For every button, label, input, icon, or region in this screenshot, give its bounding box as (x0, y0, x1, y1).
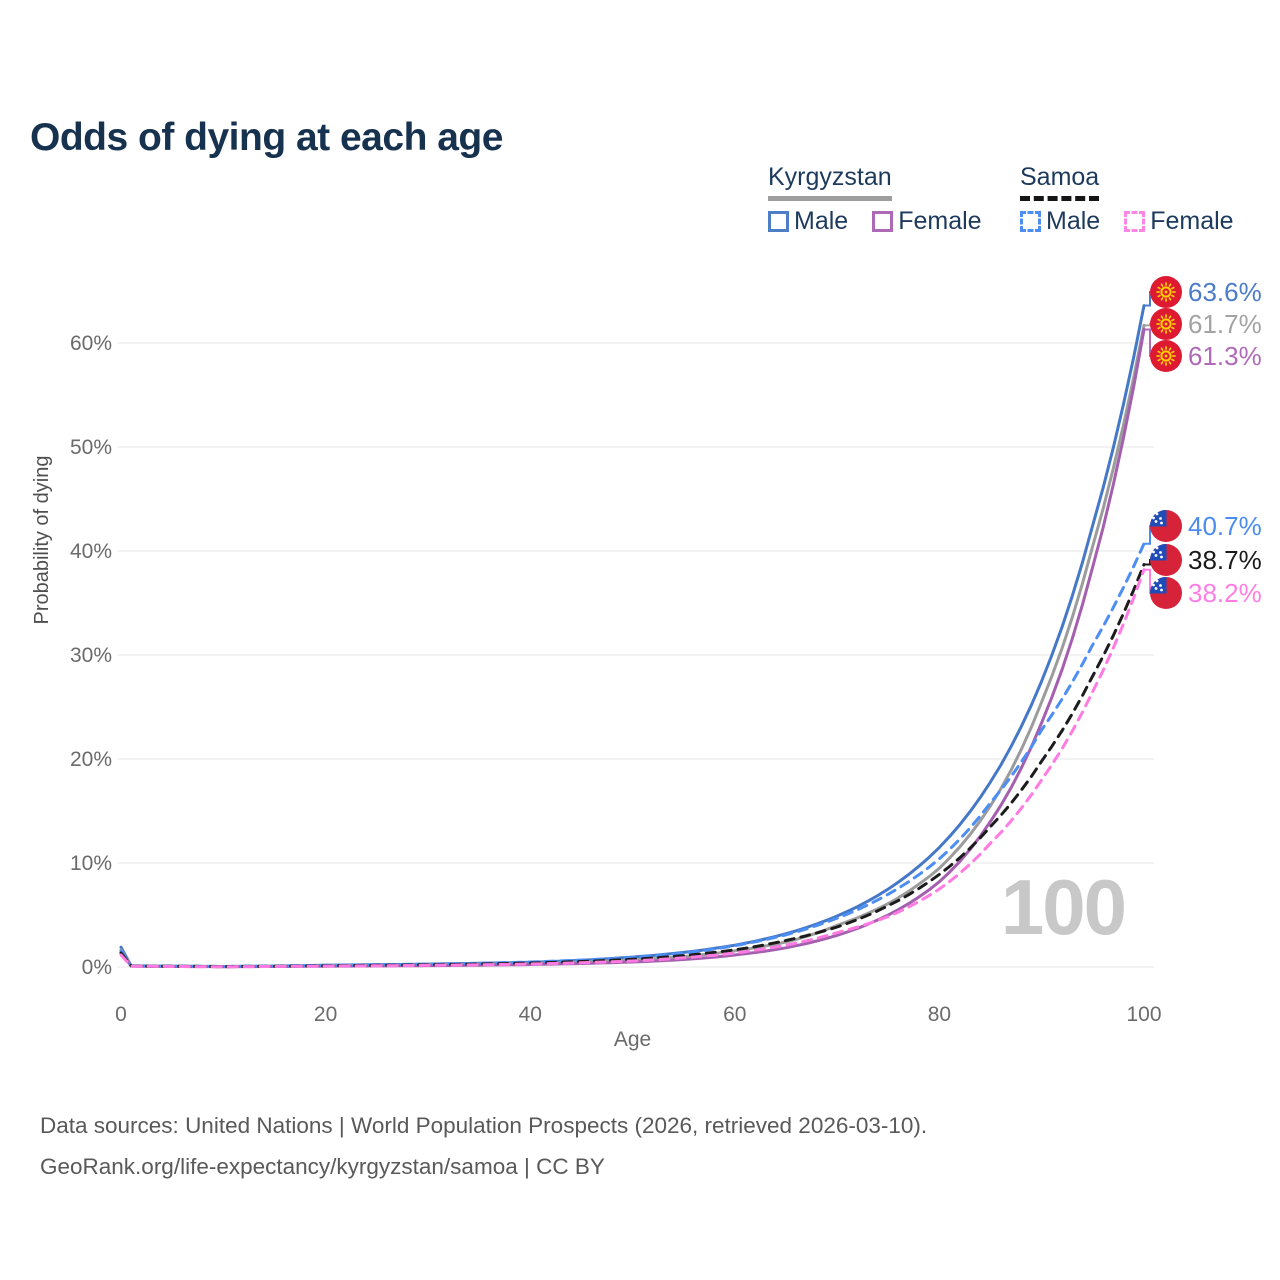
dashed-line-swatch-icon (1020, 211, 1041, 232)
series-line-kyrgyzstan-male[interactable] (119, 304, 1146, 968)
legend-item-kyrgyzstan-female[interactable]: Female (872, 207, 982, 236)
x-tick-label: 0 (115, 1003, 127, 1026)
y-tick-label: 10% (70, 852, 112, 875)
y-tick-label: 60% (70, 332, 112, 355)
end-value-label: 61.7% (1188, 309, 1262, 339)
flag-icon-kyrgyzstan (1150, 308, 1182, 340)
end-value-label: 40.7% (1188, 511, 1262, 541)
x-tick-label: 80 (928, 1003, 951, 1026)
flag-icon-kyrgyzstan (1150, 340, 1182, 372)
series-line-samoa-both[interactable] (119, 563, 1146, 969)
age-watermark: 100 (1000, 863, 1127, 951)
annotation-connector (1145, 323, 1154, 327)
y-tick-label: 0% (82, 956, 112, 979)
x-tick-label: 60 (723, 1003, 746, 1026)
end-value-label: 63.6% (1188, 277, 1262, 307)
end-value-label: 61.3% (1188, 341, 1262, 371)
legend-item-label: Male (794, 207, 849, 235)
legend-item-label: Female (1150, 207, 1234, 235)
annotation-connector (1145, 559, 1154, 566)
legend-country-kyrgyzstan[interactable]: Kyrgyzstan (768, 163, 892, 201)
data-sources-line: Data sources: United Nations | World Pop… (40, 1113, 928, 1138)
legend-group-kyrgyzstan: Kyrgyzstan Male Female (768, 163, 982, 236)
y-tick-label: 40% (70, 540, 112, 563)
page-title: Odds of dying at each age (30, 116, 503, 160)
legend-item-label: Male (1046, 207, 1101, 235)
legend-item-samoa-female[interactable]: Female (1124, 207, 1234, 236)
legend-group-samoa: Samoa Male Female (1020, 163, 1234, 236)
y-tick-label: 20% (70, 748, 112, 771)
annotation-connector (1145, 328, 1154, 357)
y-tick-label: 50% (70, 436, 112, 459)
x-tick-label: 100 (1126, 1003, 1161, 1026)
solid-line-swatch-icon (872, 211, 894, 232)
annotation-connector (1145, 568, 1154, 594)
flag-icon-kyrgyzstan (1150, 276, 1182, 308)
solid-line-swatch-icon (768, 211, 789, 232)
legend-country-samoa[interactable]: Samoa (1020, 163, 1100, 201)
series-line-kyrgyzstan-both[interactable] (119, 323, 1146, 969)
legend-item-label: Female (898, 207, 982, 235)
x-axis-title: Age (613, 1028, 652, 1051)
legend-item-samoa-male[interactable]: Male (1020, 207, 1100, 236)
series-line-kyrgyzstan-female[interactable] (119, 328, 1146, 969)
end-value-label: 38.7% (1188, 545, 1262, 575)
dashed-line-swatch-icon (1124, 211, 1146, 232)
legend-item-kyrgyzstan-male[interactable]: Male (768, 207, 848, 236)
flag-icon-samoa (1150, 510, 1182, 542)
annotation-connector (1145, 525, 1154, 545)
chart-footer: Data sources: United Nations | World Pop… (40, 1106, 927, 1187)
attribution-line: GeoRank.org/life-expectancy/kyrgyzstan/s… (40, 1153, 605, 1179)
y-tick-label: 30% (70, 644, 112, 667)
series-line-samoa-male[interactable] (119, 542, 1146, 968)
y-axis-title: Probability of dying (31, 455, 53, 625)
series-line-samoa-female[interactable] (119, 568, 1146, 969)
x-tick-label: 40 (519, 1003, 542, 1026)
end-value-label: 38.2% (1188, 578, 1262, 608)
x-tick-label: 20 (314, 1003, 337, 1026)
legend: Kyrgyzstan Male Female Samoa Male Female (0, 163, 1280, 243)
flag-icon-samoa (1150, 544, 1182, 576)
annotation-connector (1145, 291, 1154, 307)
flag-icon-samoa (1150, 577, 1182, 609)
